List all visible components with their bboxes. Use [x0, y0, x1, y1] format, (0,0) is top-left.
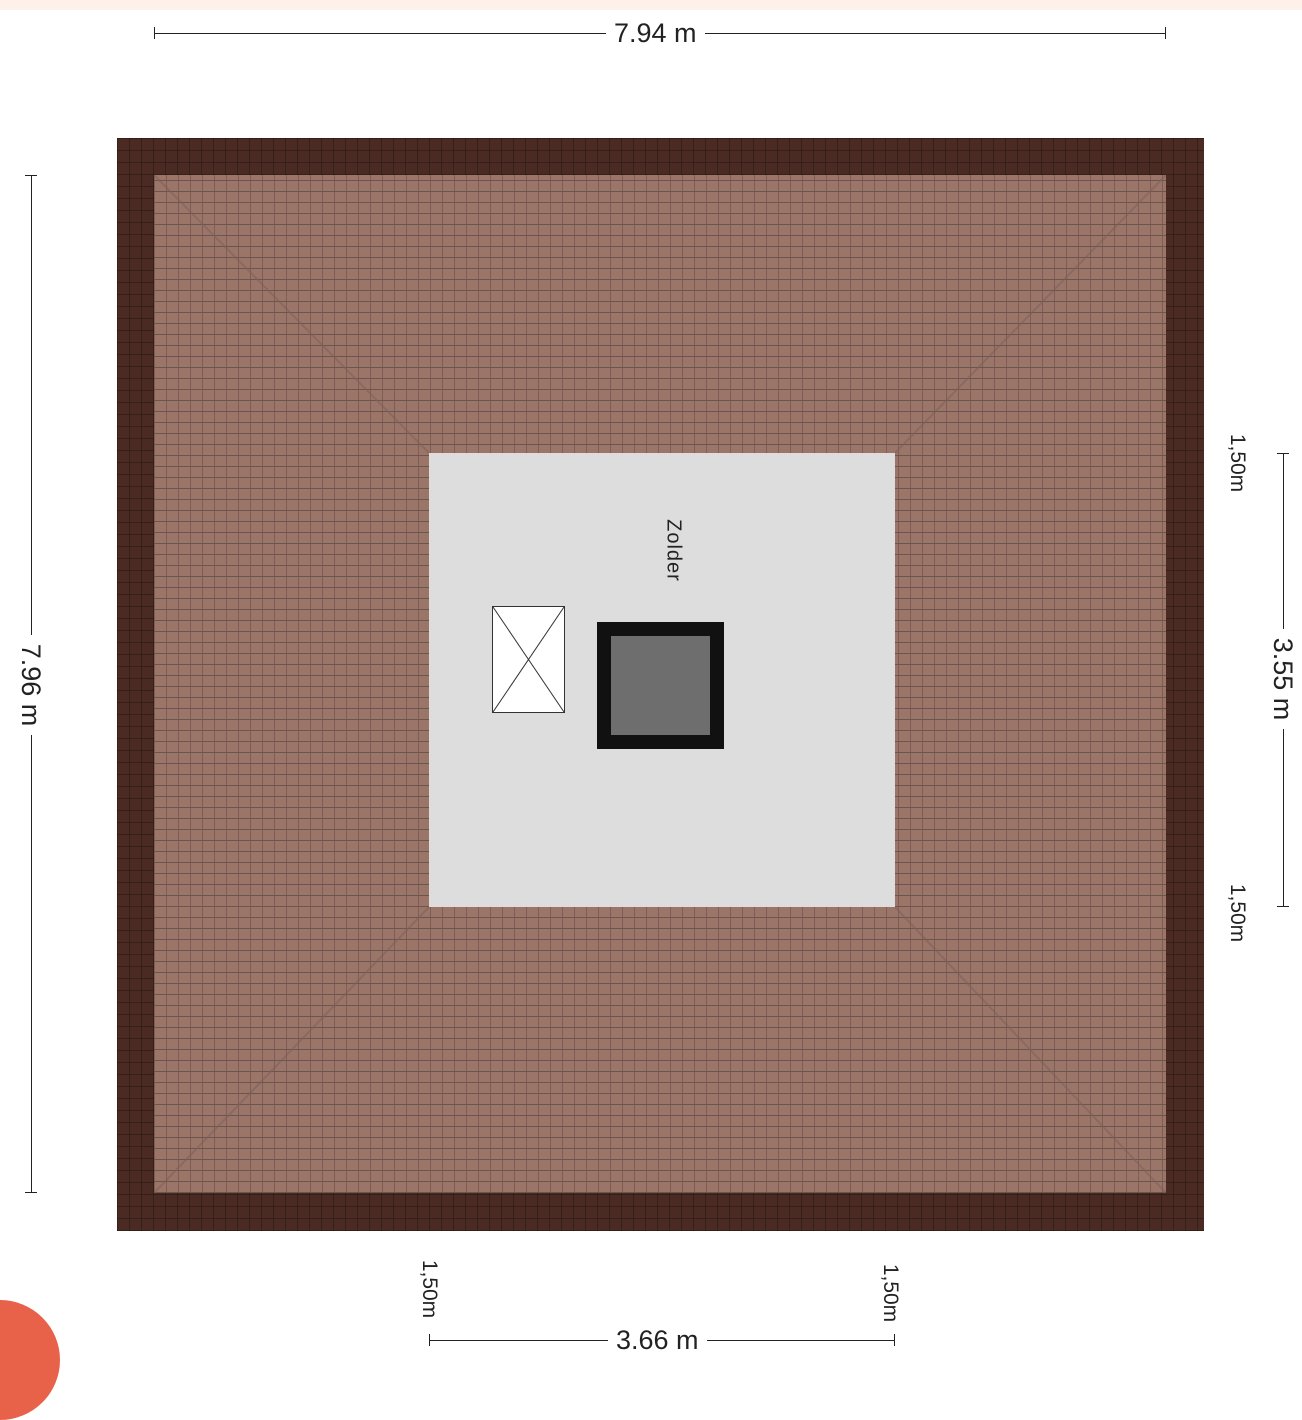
right-offset-bottom-label: 1,50m: [1226, 883, 1249, 943]
right-offset-top-label: 1,50m: [1226, 433, 1249, 493]
corner-badge: [0, 1300, 60, 1420]
room-label: Zolder: [662, 519, 685, 582]
top-width-label: 7.94 m: [606, 18, 705, 48]
right-height-label: 3.55 m: [1268, 629, 1298, 729]
chimney: [597, 622, 724, 749]
chimney-opening: [611, 636, 710, 735]
roof-hip-lines: [154, 175, 1166, 1193]
top-band: [0, 0, 1302, 10]
loft-hatch: [492, 606, 565, 713]
hatch-cross-icon: [493, 607, 564, 712]
bottom-offset-right-label: 1,50m: [879, 1263, 902, 1323]
bottom-offset-left-label: 1,50m: [418, 1259, 441, 1319]
left-height-label: 7.96 m: [16, 635, 46, 735]
bottom-width-label: 3.66 m: [608, 1325, 707, 1355]
